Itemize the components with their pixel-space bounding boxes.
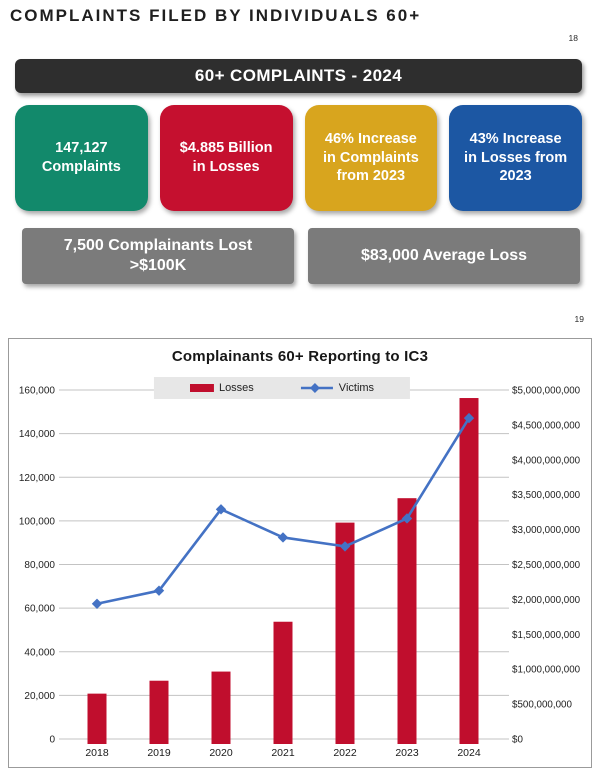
chart-legend: Losses Victims xyxy=(153,377,411,399)
stat-box-complaint-increase-label: 46% Increase in Complaints from 2023 xyxy=(322,131,419,185)
legend-marker-victims-icon xyxy=(300,383,333,393)
svg-text:$500,000,000: $500,000,000 xyxy=(512,700,572,711)
legend-label-victims: Victims xyxy=(338,382,375,394)
svg-text:$4,500,000,000: $4,500,000,000 xyxy=(512,420,581,431)
stat-box-complaints-label: 147,127 Complaints xyxy=(41,140,121,175)
bar-2018 xyxy=(87,693,107,744)
bar-2021 xyxy=(273,621,293,744)
svg-text:120,000: 120,000 xyxy=(19,473,56,484)
callout-row: 7,500 Complainants Lost >$100K $83,000 A… xyxy=(22,228,580,284)
svg-text:2020: 2020 xyxy=(209,747,233,759)
svg-text:$3,500,000,000: $3,500,000,000 xyxy=(512,490,581,501)
callout-complainants-lost: 7,500 Complainants Lost >$100K xyxy=(22,228,294,284)
stat-box-loss-increase: 43% Increase in Losses from 2023 xyxy=(449,105,582,211)
stat-box-losses: $4.885 Billion in Losses xyxy=(159,105,293,211)
stat-boxes-row: 147,127 Complaints $4.885 Billion in Loss… xyxy=(15,105,582,211)
stat-box-complaint-increase: 46% Increase in Complaints from 2023 xyxy=(304,105,438,211)
marker-2021 xyxy=(277,532,289,543)
svg-text:$5,000,000,000: $5,000,000,000 xyxy=(512,386,581,397)
slide-number-top: 18 xyxy=(568,33,578,43)
callout-complainants-lost-label: 7,500 Complainants Lost >$100K xyxy=(63,237,253,274)
svg-text:160,000: 160,000 xyxy=(19,386,56,397)
marker-2022 xyxy=(339,541,351,552)
svg-text:40,000: 40,000 xyxy=(24,647,55,658)
chart-panel: Complainants 60+ Reporting to IC3 0 20,00… xyxy=(8,338,592,768)
svg-text:100,000: 100,000 xyxy=(19,516,56,527)
marker-2020 xyxy=(215,504,227,515)
bar-2020 xyxy=(211,671,231,744)
chart-plot: 0 20,000 40,000 60,000 80,000 100,000 120,000 1… xyxy=(19,386,581,760)
legend-swatch-losses-icon xyxy=(189,384,214,392)
x-axis-labels: 2018 2019 2020 2021 2022 2023 2024 xyxy=(85,747,481,759)
legend-item-victims: Victims xyxy=(300,382,374,394)
svg-text:2023: 2023 xyxy=(395,747,419,759)
stat-box-losses-label: $4.885 Billion in Losses xyxy=(179,140,273,175)
losses-bars xyxy=(87,398,479,744)
svg-text:2019: 2019 xyxy=(147,747,171,759)
svg-text:2021: 2021 xyxy=(271,747,295,759)
marker-2024 xyxy=(463,412,475,424)
svg-text:$1,500,000,000: $1,500,000,000 xyxy=(512,630,581,641)
y-axis-left-labels: 0 20,000 40,000 60,000 80,000 100,000 120,000 1… xyxy=(19,386,56,746)
svg-text:140,000: 140,000 xyxy=(19,429,56,440)
slide-number-chart: 19 xyxy=(574,314,584,324)
chart-title: Complainants 60+ Reporting to IC3 xyxy=(171,348,429,365)
stat-box-complaints: 147,127 Complaints xyxy=(15,105,148,211)
y-axis-right-labels: $0 $500,000,000 $1,000,000,000 $1,500,000,0… xyxy=(512,386,581,746)
svg-text:$2,500,000,000: $2,500,000,000 xyxy=(512,560,581,571)
bar-2022 xyxy=(335,522,355,744)
svg-text:60,000: 60,000 xyxy=(24,604,55,615)
bar-2024 xyxy=(459,398,479,744)
svg-text:2018: 2018 xyxy=(85,747,109,759)
callout-average-loss: $83,000 Average Loss xyxy=(308,228,580,284)
banner: 60+ COMPLAINTS - 2024 xyxy=(15,59,582,93)
legend-label-losses: Losses xyxy=(218,382,254,394)
svg-text:2022: 2022 xyxy=(333,747,357,759)
svg-text:0: 0 xyxy=(49,735,55,746)
svg-text:2024: 2024 xyxy=(457,747,481,759)
svg-text:80,000: 80,000 xyxy=(24,560,55,571)
marker-2018 xyxy=(91,598,103,609)
page-title: COMPLAINTS FILED BY INDIVIDUALS 60+ xyxy=(10,6,422,25)
svg-text:$0: $0 xyxy=(512,735,523,746)
svg-text:$2,000,000,000: $2,000,000,000 xyxy=(512,595,581,606)
victims-markers xyxy=(91,412,475,609)
svg-text:20,000: 20,000 xyxy=(24,691,55,702)
bar-2019 xyxy=(149,680,169,744)
svg-text:$3,000,000,000: $3,000,000,000 xyxy=(512,525,581,536)
svg-text:$4,000,000,000: $4,000,000,000 xyxy=(512,455,581,466)
callout-average-loss-label: $83,000 Average Loss xyxy=(360,247,528,264)
banner-label: 60+ COMPLAINTS - 2024 xyxy=(194,66,403,85)
stat-box-loss-increase-label: 43% Increase in Losses from 2023 xyxy=(464,131,568,185)
svg-text:$1,000,000,000: $1,000,000,000 xyxy=(512,665,581,676)
legend-item-losses: Losses xyxy=(189,382,254,394)
bar-2023 xyxy=(397,498,417,744)
